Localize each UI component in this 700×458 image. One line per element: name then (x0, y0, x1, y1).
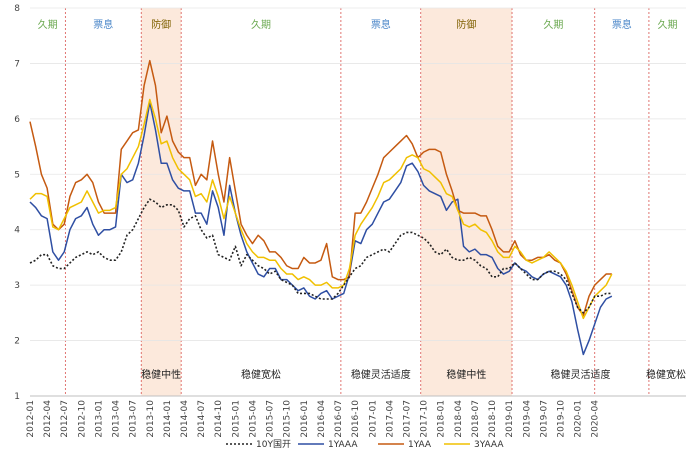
x-tick-label: 2012-01 (26, 400, 36, 438)
x-tick-label: 2012-04 (43, 400, 53, 438)
x-tick-label: 2019-07 (539, 400, 549, 438)
x-tick-label: 2015-01 (231, 400, 241, 438)
y-tick-label: 1 (14, 392, 20, 402)
legend-label: 3YAAA (474, 440, 504, 450)
series-line (29, 101, 613, 356)
series-line (29, 98, 613, 320)
x-tick-label: 2020-01 (574, 400, 584, 438)
policy-label: 稳健宽松 (241, 368, 281, 381)
y-tick-label: 7 (14, 59, 20, 69)
region-label: 防御 (151, 18, 171, 31)
x-tick-label: 2012-10 (77, 400, 87, 438)
x-tick-label: 2015-07 (266, 400, 276, 438)
region-label: 票息 (612, 18, 632, 31)
x-tick-label: 2016-07 (334, 400, 344, 438)
legend-label: 10Y国开 (256, 439, 291, 450)
x-tick-label: 2017-07 (402, 400, 412, 438)
series-line (29, 59, 612, 317)
region-label: 久期 (543, 19, 563, 31)
region-label: 防御 (456, 18, 476, 31)
x-tick-label: 2018-01 (437, 400, 447, 438)
y-tick-label: 4 (14, 226, 20, 236)
legend-label: 1YAA (408, 440, 432, 450)
x-tick-label: 2016-01 (300, 400, 310, 438)
series-line (29, 198, 612, 314)
region-label: 票息 (93, 18, 113, 31)
x-tick-label: 2017-04 (385, 400, 395, 438)
policy-label: 稳健灵活适度 (550, 368, 610, 381)
region-label: 久期 (657, 19, 677, 31)
x-tick-label: 2015-10 (283, 400, 293, 438)
x-tick-label: 2014-07 (197, 400, 207, 438)
y-tick-label: 8 (14, 4, 20, 14)
legend: 10Y国开 1YAAA 1YAA 3YAAA (226, 439, 504, 450)
policy-label: 稳健宽松 (646, 368, 686, 381)
x-tick-label: 2018-07 (471, 400, 481, 438)
x-tick-label: 2013-04 (112, 400, 122, 438)
policy-label: 稳健中性 (446, 368, 486, 381)
x-tick-label: 2013-07 (129, 400, 139, 438)
y-tick-label: 5 (14, 170, 20, 180)
policy-label: 稳健中性 (141, 368, 181, 381)
x-tick-label: 2013-10 (146, 400, 156, 438)
axes-layer: 1 2 3 4 5 6 7 8 2012-01 2012-04 2012-07 2012-10 2013… (14, 4, 686, 438)
regions-layer (64, 8, 650, 396)
x-tick-label: 2018-04 (454, 400, 464, 438)
x-tick-label: 2020-04 (591, 400, 601, 438)
x-tick-label: 2014-01 (163, 400, 173, 438)
y-tick-label: 6 (14, 115, 20, 125)
x-tick-label: 2019-04 (522, 400, 532, 438)
x-tick-label: 2017-10 (420, 400, 430, 438)
region-label: 票息 (371, 18, 391, 31)
x-tick-label: 2018-10 (488, 400, 498, 438)
x-tick-label: 2016-10 (351, 400, 361, 438)
series-layer (29, 59, 613, 356)
x-tick-label: 2012-07 (60, 400, 70, 438)
x-tick-label: 2019-01 (505, 400, 515, 438)
y-tick-label: 3 (14, 281, 20, 291)
x-tick-label: 2014-10 (214, 400, 224, 438)
region-label: 久期 (38, 19, 58, 31)
legend-label: 1YAAA (328, 440, 358, 450)
x-tick-label: 2013-01 (94, 400, 104, 438)
x-tick-label: 2017-01 (368, 400, 378, 438)
region-shade (420, 8, 513, 396)
y-tick-label: 2 (14, 337, 20, 347)
x-tick-label: 2016-04 (317, 400, 327, 438)
x-tick-label: 2019-10 (557, 400, 567, 438)
x-tick-label: 2014-04 (180, 400, 190, 438)
x-tick-label: 2015-04 (248, 400, 258, 438)
region-label: 久期 (251, 19, 271, 31)
policy-label: 稳健灵活适度 (351, 368, 411, 381)
